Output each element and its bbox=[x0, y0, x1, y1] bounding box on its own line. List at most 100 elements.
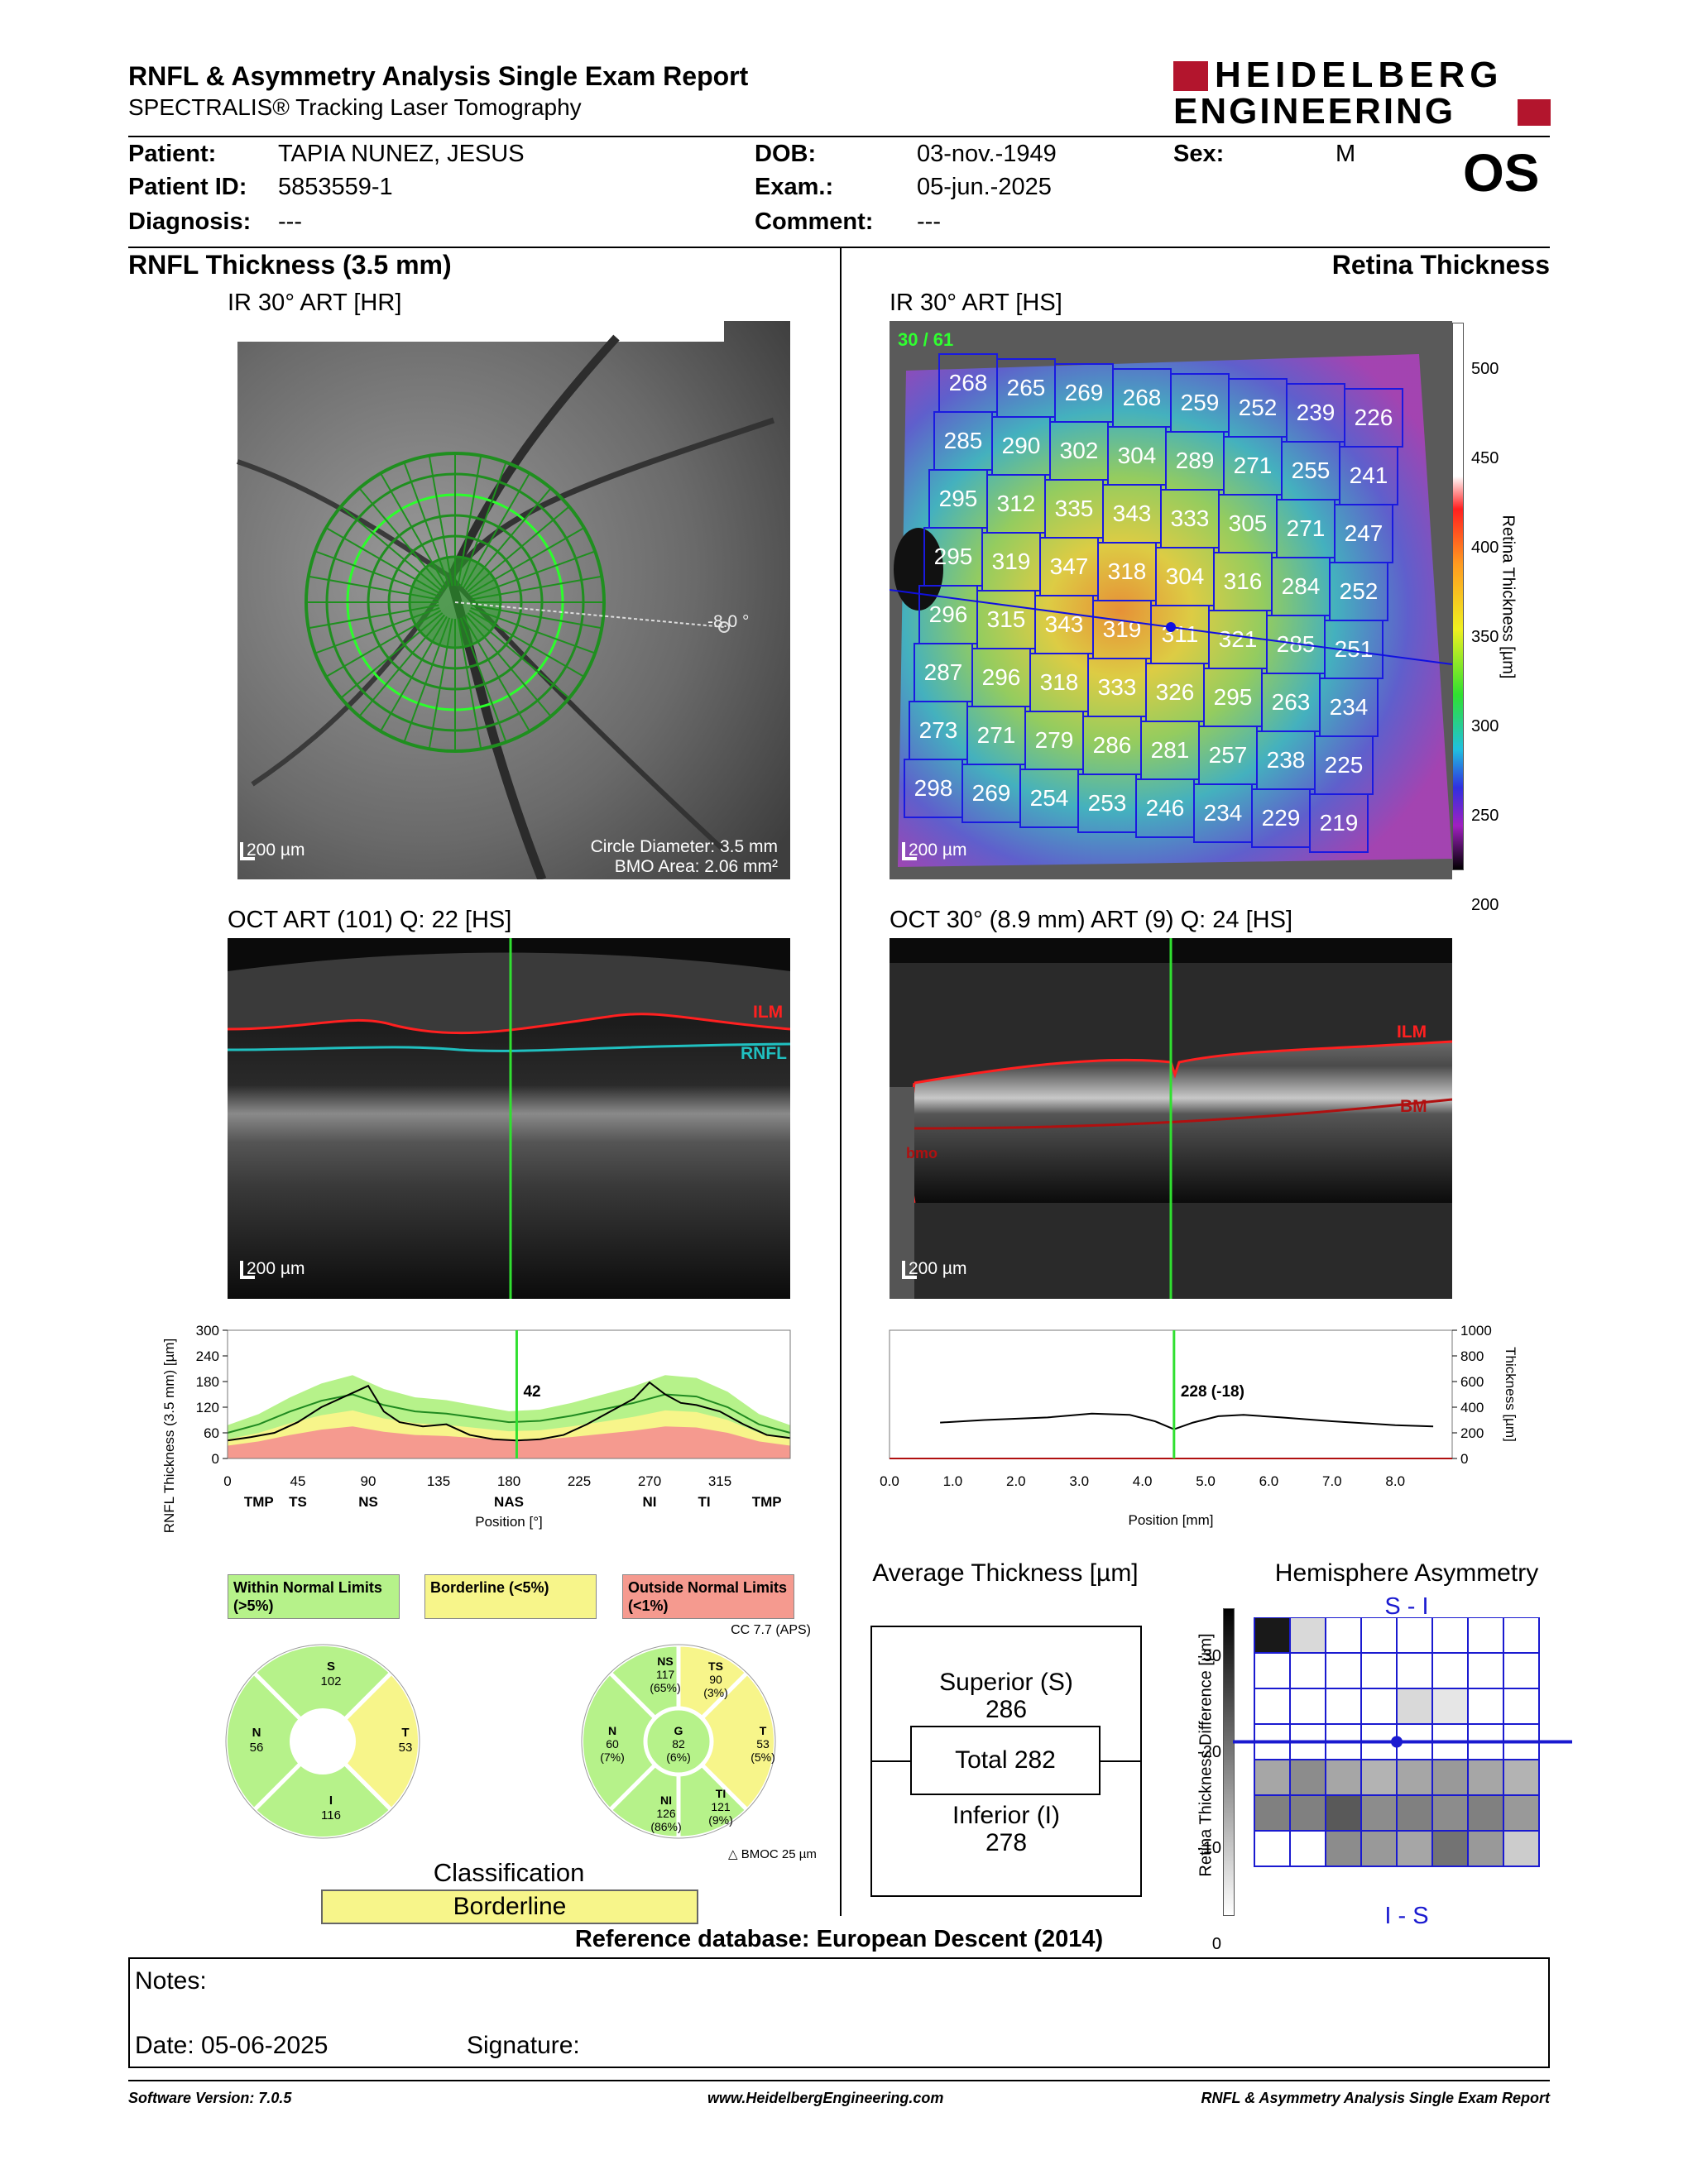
thickness-value: 319 bbox=[992, 548, 1031, 574]
sector-n-value: 56 bbox=[249, 1741, 264, 1755]
thickness-value: 234 bbox=[1330, 694, 1369, 720]
asymmetry-cell bbox=[1360, 1759, 1398, 1796]
asymmetry-cell bbox=[1431, 1759, 1469, 1796]
sector-tick-label: NI bbox=[643, 1494, 657, 1510]
asymmetry-cell bbox=[1325, 1617, 1362, 1654]
scan-ray bbox=[358, 487, 445, 591]
oct-right-bmo-label: bmo bbox=[906, 1145, 938, 1161]
thickness-value: 252 bbox=[1340, 578, 1379, 604]
thickness-value: 268 bbox=[1123, 385, 1162, 410]
scan-ray bbox=[380, 472, 448, 589]
thickness-value: 318 bbox=[1108, 558, 1147, 584]
total-thickness: Total 282 bbox=[910, 1726, 1101, 1795]
sector-t-value: 53 bbox=[398, 1741, 413, 1755]
asymmetry-cell bbox=[1503, 1830, 1540, 1867]
sector-chart-6 bbox=[579, 1642, 778, 1841]
circle-diameter: Circle Diameter: 3.5 mm bbox=[590, 837, 778, 856]
asymmetry-cell bbox=[1431, 1688, 1469, 1725]
thickness-value: 285 bbox=[944, 428, 983, 453]
asymmetry-cell bbox=[1254, 1688, 1291, 1725]
scan-ray bbox=[340, 505, 444, 592]
asymmetry-axis-label: Retina Thickness Difference [µm] bbox=[1196, 1633, 1216, 1877]
asymmetry-cell bbox=[1431, 1794, 1469, 1832]
footer-report-name: RNFL & Asymmetry Analysis Single Exam Re… bbox=[1201, 2090, 1550, 2106]
sector-g: G 82 (6%) bbox=[666, 1724, 691, 1764]
legend-outside-normal: Outside Normal Limits (<1%) bbox=[622, 1574, 794, 1619]
scan-ray bbox=[428, 618, 453, 750]
asymmetry-cell bbox=[1396, 1652, 1433, 1689]
y-tick-label: 240 bbox=[196, 1348, 219, 1364]
thickness-value: 312 bbox=[997, 491, 1036, 516]
thickness-value: 247 bbox=[1345, 520, 1383, 546]
retina-chart: 1000 800 600 400 200 0 0.0 1.0 2.0 3.0 4.0 5.0 6.0 7.… bbox=[880, 1323, 1518, 1528]
y-tick-label: 0 bbox=[212, 1451, 219, 1467]
eye-label: OS bbox=[1463, 143, 1540, 203]
asymmetry-cell bbox=[1325, 1652, 1362, 1689]
normal-mean-line bbox=[227, 1393, 791, 1434]
asymmetry-cell bbox=[1289, 1652, 1326, 1689]
asymmetry-title: Hemisphere Asymmetry bbox=[1274, 1559, 1539, 1587]
rnfl-section-title: RNFL Thickness (3.5 mm) bbox=[128, 250, 452, 280]
oct-right-bm-label: BM bbox=[1400, 1097, 1427, 1116]
asymmetry-cell bbox=[1467, 1617, 1504, 1654]
scan-ray bbox=[468, 610, 585, 678]
asymmetry-grid bbox=[1233, 1617, 1572, 1867]
thickness-value: 333 bbox=[1098, 674, 1137, 700]
notes-label: Notes: bbox=[135, 1967, 207, 1995]
y-tick-label: 120 bbox=[196, 1400, 219, 1415]
scan-ray bbox=[308, 604, 439, 630]
thickness-value: 343 bbox=[1113, 500, 1152, 526]
asymmetry-cell bbox=[1503, 1794, 1540, 1832]
y-axis-label: Thickness [µm] bbox=[1503, 1347, 1518, 1442]
thickness-cell bbox=[1309, 793, 1369, 853]
date-label: Date: 05-06-2025 bbox=[135, 2032, 328, 2059]
thickness-value: 241 bbox=[1350, 462, 1388, 488]
scan-ray bbox=[457, 618, 482, 750]
asymmetry-cell bbox=[1254, 1652, 1291, 1689]
asymmetry-cell bbox=[1467, 1759, 1504, 1796]
scan-ray bbox=[428, 455, 453, 587]
sector-n-label: N bbox=[252, 1726, 261, 1740]
asymmetry-cell bbox=[1254, 1617, 1291, 1654]
x-axis-label: Position [mm] bbox=[1129, 1512, 1214, 1528]
thickness-value: 318 bbox=[1040, 669, 1079, 695]
y-tick-label: 180 bbox=[196, 1374, 219, 1390]
ir-right-scalebar: 200 µm bbox=[901, 841, 967, 860]
bmo-area: BMO Area: 2.06 mm² bbox=[614, 857, 778, 876]
asymmetry-cell bbox=[1503, 1759, 1540, 1796]
thickness-value: 219 bbox=[1320, 810, 1359, 836]
marker-value: 42 bbox=[523, 1383, 540, 1401]
x-tick-label: 0 bbox=[223, 1473, 231, 1489]
website-link[interactable]: www.HeidelbergEngineering.com bbox=[707, 2090, 944, 2106]
thickness-value: 302 bbox=[1060, 438, 1099, 463]
scan-ray bbox=[467, 505, 570, 592]
thickness-value: 281 bbox=[1151, 737, 1190, 763]
asymmetry-cell bbox=[1396, 1617, 1433, 1654]
oct-left-title: OCT ART (101) Q: 22 [HS] bbox=[228, 907, 512, 933]
sector-s-label: S bbox=[326, 1660, 335, 1674]
scan-ray bbox=[325, 610, 442, 678]
sector-t-detail: T 53 (5%) bbox=[750, 1724, 775, 1764]
y-tick-label: 600 bbox=[1460, 1374, 1484, 1390]
asymmetry-cell bbox=[1467, 1830, 1504, 1867]
legend-within-normal: Within Normal Limits (>5%) bbox=[228, 1574, 400, 1619]
x-tick-label: 5.0 bbox=[1196, 1473, 1216, 1489]
x-tick-label: 270 bbox=[638, 1473, 661, 1489]
sector-tick-label: NAS bbox=[494, 1494, 524, 1510]
exam-label: Exam.: bbox=[755, 174, 834, 200]
sector-tick-label: TI bbox=[698, 1494, 711, 1510]
retina-section-title: Retina Thickness bbox=[1331, 250, 1550, 280]
asymmetry-cell bbox=[1254, 1794, 1291, 1832]
asymmetry-top-label: S - I bbox=[1384, 1593, 1429, 1620]
thickness-value: 239 bbox=[1297, 400, 1336, 425]
inferior-value: 278 bbox=[985, 1829, 1028, 1856]
sector-tick-label: TS bbox=[289, 1494, 307, 1510]
scan-ray bbox=[465, 487, 552, 591]
ir-left-scalebar: 200 µm bbox=[239, 841, 305, 860]
asymmetry-cell bbox=[1503, 1617, 1540, 1654]
x-tick-label: 0.0 bbox=[880, 1473, 899, 1489]
asymmetry-cell bbox=[1360, 1652, 1398, 1689]
scan-ray bbox=[308, 575, 439, 601]
diagnosis-label: Diagnosis: bbox=[128, 208, 252, 235]
asymmetry-cell bbox=[1289, 1617, 1326, 1654]
